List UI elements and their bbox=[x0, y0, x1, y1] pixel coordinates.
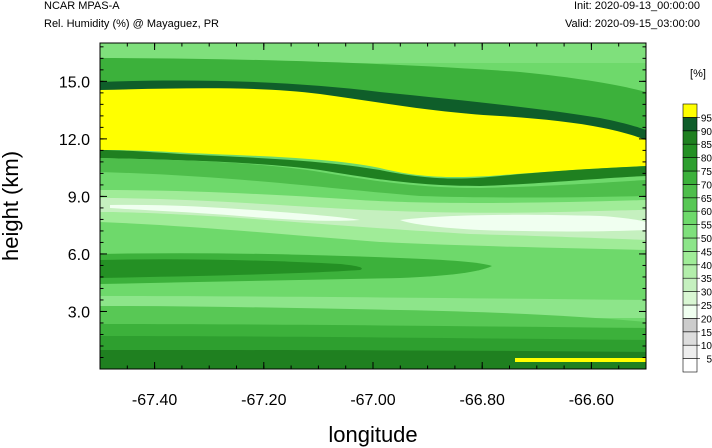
fill-surface-yellow bbox=[515, 358, 646, 362]
contour-field bbox=[100, 43, 646, 369]
colorbar-label: 40 bbox=[701, 261, 712, 272]
colorbar-box bbox=[682, 130, 698, 145]
colorbar-box bbox=[682, 143, 698, 158]
fill-mid-under bbox=[100, 158, 646, 198]
colorbar-box bbox=[682, 264, 698, 279]
y-tick-label: 6.0 bbox=[68, 247, 90, 264]
fill-surface bbox=[100, 350, 646, 369]
fill-yellow-band bbox=[100, 88, 646, 178]
colorbar-box bbox=[682, 224, 698, 239]
colorbar-box bbox=[682, 318, 698, 333]
colorbar-label: 25 bbox=[701, 301, 712, 312]
colorbar-unit: [%] bbox=[690, 68, 706, 80]
colorbar-box bbox=[682, 210, 698, 225]
x-tick-label: -66.80 bbox=[460, 392, 505, 409]
y-tick-label: 15.0 bbox=[59, 74, 90, 91]
fill-moist-inner bbox=[100, 259, 362, 278]
colorbar-label: 45 bbox=[701, 247, 712, 258]
variable-label: Rel. Humidity (%) @ Mayaguez, PR bbox=[44, 18, 219, 30]
axis-ticks bbox=[99, 43, 647, 369]
y-tick-label: 12.0 bbox=[59, 132, 90, 149]
colorbar-box bbox=[682, 344, 698, 359]
x-tick-label: -67.40 bbox=[132, 392, 177, 409]
colorbar-box bbox=[682, 170, 698, 185]
model-name: NCAR MPAS-A bbox=[44, 0, 120, 12]
colorbar-box bbox=[682, 103, 698, 118]
colorbar-label: 15 bbox=[701, 328, 712, 339]
colorbar-label: 5 bbox=[706, 355, 712, 366]
colorbar-label: 65 bbox=[701, 194, 712, 205]
colorbar-box bbox=[682, 304, 698, 319]
colorbar-box bbox=[682, 277, 698, 292]
colorbar-box bbox=[682, 197, 698, 212]
colorbar-label: 75 bbox=[701, 167, 712, 178]
y-tick-label: 9.0 bbox=[68, 189, 90, 206]
colorbar-box bbox=[682, 291, 698, 306]
axis-tick-labels: -67.40 -67.20 -67.00 -66.80 -66.60 3.0 6.0 9.0 1… bbox=[59, 74, 614, 409]
colorbar: 5 10 15 20 25 30 35 40 45 50 55 60 65 70 75 80 85 90 95 bbox=[682, 103, 712, 373]
x-axis-label: longitude bbox=[328, 422, 417, 447]
colorbar-label: 95 bbox=[701, 113, 712, 124]
x-tick-label: -67.00 bbox=[350, 392, 395, 409]
colorbar-box bbox=[682, 331, 698, 346]
init-time: Init: 2020-09-13_00:00:00 bbox=[574, 0, 700, 12]
colorbar-label: 50 bbox=[701, 234, 712, 245]
colorbar-box bbox=[682, 358, 698, 373]
colorbar-label: 85 bbox=[701, 140, 712, 151]
colorbar-label: 60 bbox=[701, 207, 712, 218]
fill-dry-palest bbox=[110, 204, 646, 232]
colorbar-label: 80 bbox=[701, 154, 712, 165]
colorbar-label: 70 bbox=[701, 180, 712, 191]
y-axis-label: height (km) bbox=[0, 151, 23, 261]
fill-dark-under bbox=[100, 150, 646, 186]
colorbar-label: 10 bbox=[701, 341, 712, 352]
x-tick-label: -66.60 bbox=[569, 392, 614, 409]
x-tick-label: -67.20 bbox=[241, 392, 286, 409]
y-tick-label: 3.0 bbox=[68, 304, 90, 321]
colorbar-box bbox=[682, 251, 698, 266]
fill-top-light bbox=[100, 43, 646, 63]
colorbar-box bbox=[682, 157, 698, 172]
colorbar-box bbox=[682, 237, 698, 252]
colorbar-box bbox=[682, 117, 698, 132]
colorbar-label: 90 bbox=[701, 127, 712, 138]
colorbar-label: 20 bbox=[701, 314, 712, 325]
colorbar-label: 35 bbox=[701, 274, 712, 285]
colorbar-box bbox=[682, 184, 698, 199]
colorbar-label: 55 bbox=[701, 221, 712, 232]
valid-time: Valid: 2020-09-15_03:00:00 bbox=[565, 18, 700, 30]
colorbar-label: 30 bbox=[701, 288, 712, 299]
